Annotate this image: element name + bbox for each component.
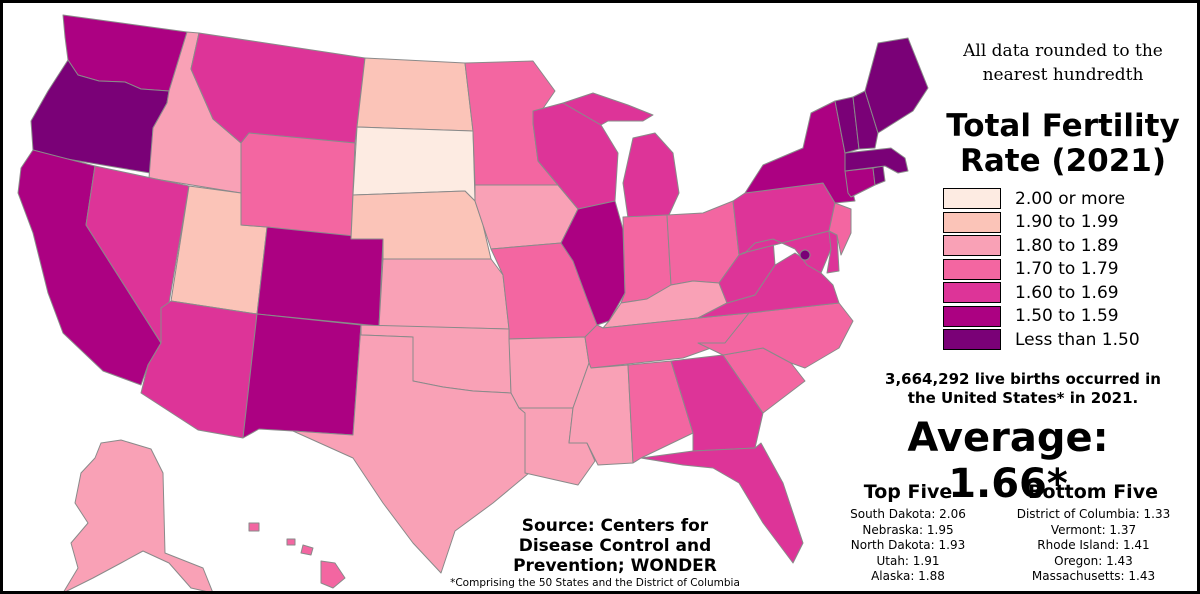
- legend-item: 1.70 to 1.79: [943, 258, 1183, 282]
- bottom-five-list: District of Columbia: 1.33 Vermont: 1.37…: [996, 507, 1191, 585]
- legend-item: Less than 1.50: [943, 328, 1183, 352]
- list-item: District of Columbia: 1.33: [1016, 507, 1171, 521]
- state-wyoming: [240, 132, 356, 240]
- legend-swatch: [943, 305, 1001, 327]
- state-florida: [640, 442, 804, 564]
- legend-swatch: [943, 188, 1001, 210]
- state-new-hampshire: [852, 90, 879, 150]
- births-note: 3,664,292 live births occurred in the Un…: [885, 370, 1161, 407]
- legend: 2.00 or more 1.90 to 1.99 1.80 to 1.89 1…: [943, 187, 1183, 352]
- bottom-five-heading: Bottom Five: [1028, 481, 1158, 503]
- legend-label: 1.90 to 1.99: [1015, 212, 1119, 233]
- legend-swatch: [943, 282, 1001, 304]
- list-item: Alaska: 1.88: [871, 569, 945, 583]
- list-item: Oregon: 1.43: [1054, 553, 1133, 568]
- state-michigan-upper: [562, 92, 654, 126]
- state-michigan: [622, 132, 680, 219]
- legend-label: 1.50 to 1.59: [1015, 306, 1119, 327]
- list-item: South Dakota: 2.06: [850, 507, 966, 521]
- state-illinois: [560, 200, 626, 326]
- state-alaska: [63, 439, 213, 591]
- state-alabama: [627, 360, 694, 464]
- state-connecticut: [844, 167, 876, 198]
- list-item: Nebraska: 1.95: [862, 522, 954, 537]
- state-kansas: [378, 258, 510, 330]
- state-district-of-columbia: [799, 249, 811, 261]
- map-title: Total Fertility Rate (2021): [946, 108, 1180, 179]
- legend-swatch: [943, 211, 1001, 233]
- state-hawaii: [320, 560, 346, 589]
- us-fertility-map: [17, 14, 929, 591]
- state-hawaii-island-3: [286, 538, 296, 546]
- top-five-heading: Top Five: [863, 481, 953, 503]
- legend-item: 2.00 or more: [943, 187, 1183, 211]
- state-hawaii-island-2: [300, 544, 314, 556]
- state-new-jersey: [828, 202, 852, 256]
- legend-label: 1.80 to 1.89: [1015, 235, 1119, 256]
- state-maine: [864, 37, 929, 134]
- legend-item: 1.90 to 1.99: [943, 211, 1183, 235]
- state-north-dakota: [356, 57, 474, 132]
- legend-swatch: [943, 235, 1001, 257]
- state-south-dakota: [352, 126, 476, 202]
- list-item: Rhode Island: 1.41: [1037, 538, 1150, 552]
- legend-item: 1.50 to 1.59: [943, 305, 1183, 329]
- rounding-note: All data rounded to the nearest hundredt…: [963, 41, 1163, 85]
- state-colorado: [256, 226, 384, 327]
- legend-item: 1.60 to 1.69: [943, 281, 1183, 305]
- legend-label: Less than 1.50: [1015, 329, 1140, 350]
- legend-label: 1.60 to 1.69: [1015, 282, 1119, 303]
- state-north-carolina: [697, 302, 854, 369]
- list-item: Massachusetts: 1.43: [1031, 569, 1156, 583]
- state-tennessee: [584, 312, 750, 369]
- state-hawaii-island-4: [248, 522, 260, 532]
- legend-swatch: [943, 329, 1001, 351]
- state-massachusetts: [844, 147, 909, 174]
- list-item: Utah: 1.91: [876, 553, 940, 568]
- list-item: Vermont: 1.37: [1050, 522, 1137, 537]
- source-note: Source: Centers for Disease Control and …: [513, 516, 717, 576]
- top-five-list: South Dakota: 2.06 Nebraska: 1.95 North …: [823, 507, 993, 585]
- legend-label: 1.70 to 1.79: [1015, 259, 1119, 280]
- legend-item: 1.80 to 1.89: [943, 234, 1183, 258]
- legend-label: 2.00 or more: [1015, 188, 1126, 209]
- state-rhode-island: [872, 165, 886, 186]
- average-value: Average: 1.66*: [907, 415, 1109, 507]
- state-texas: [292, 324, 530, 574]
- footnote: *Comprising the 50 States and the Distri…: [450, 577, 740, 589]
- legend-swatch: [943, 258, 1001, 280]
- list-item: North Dakota: 1.93: [850, 538, 966, 552]
- state-new-mexico: [242, 313, 362, 439]
